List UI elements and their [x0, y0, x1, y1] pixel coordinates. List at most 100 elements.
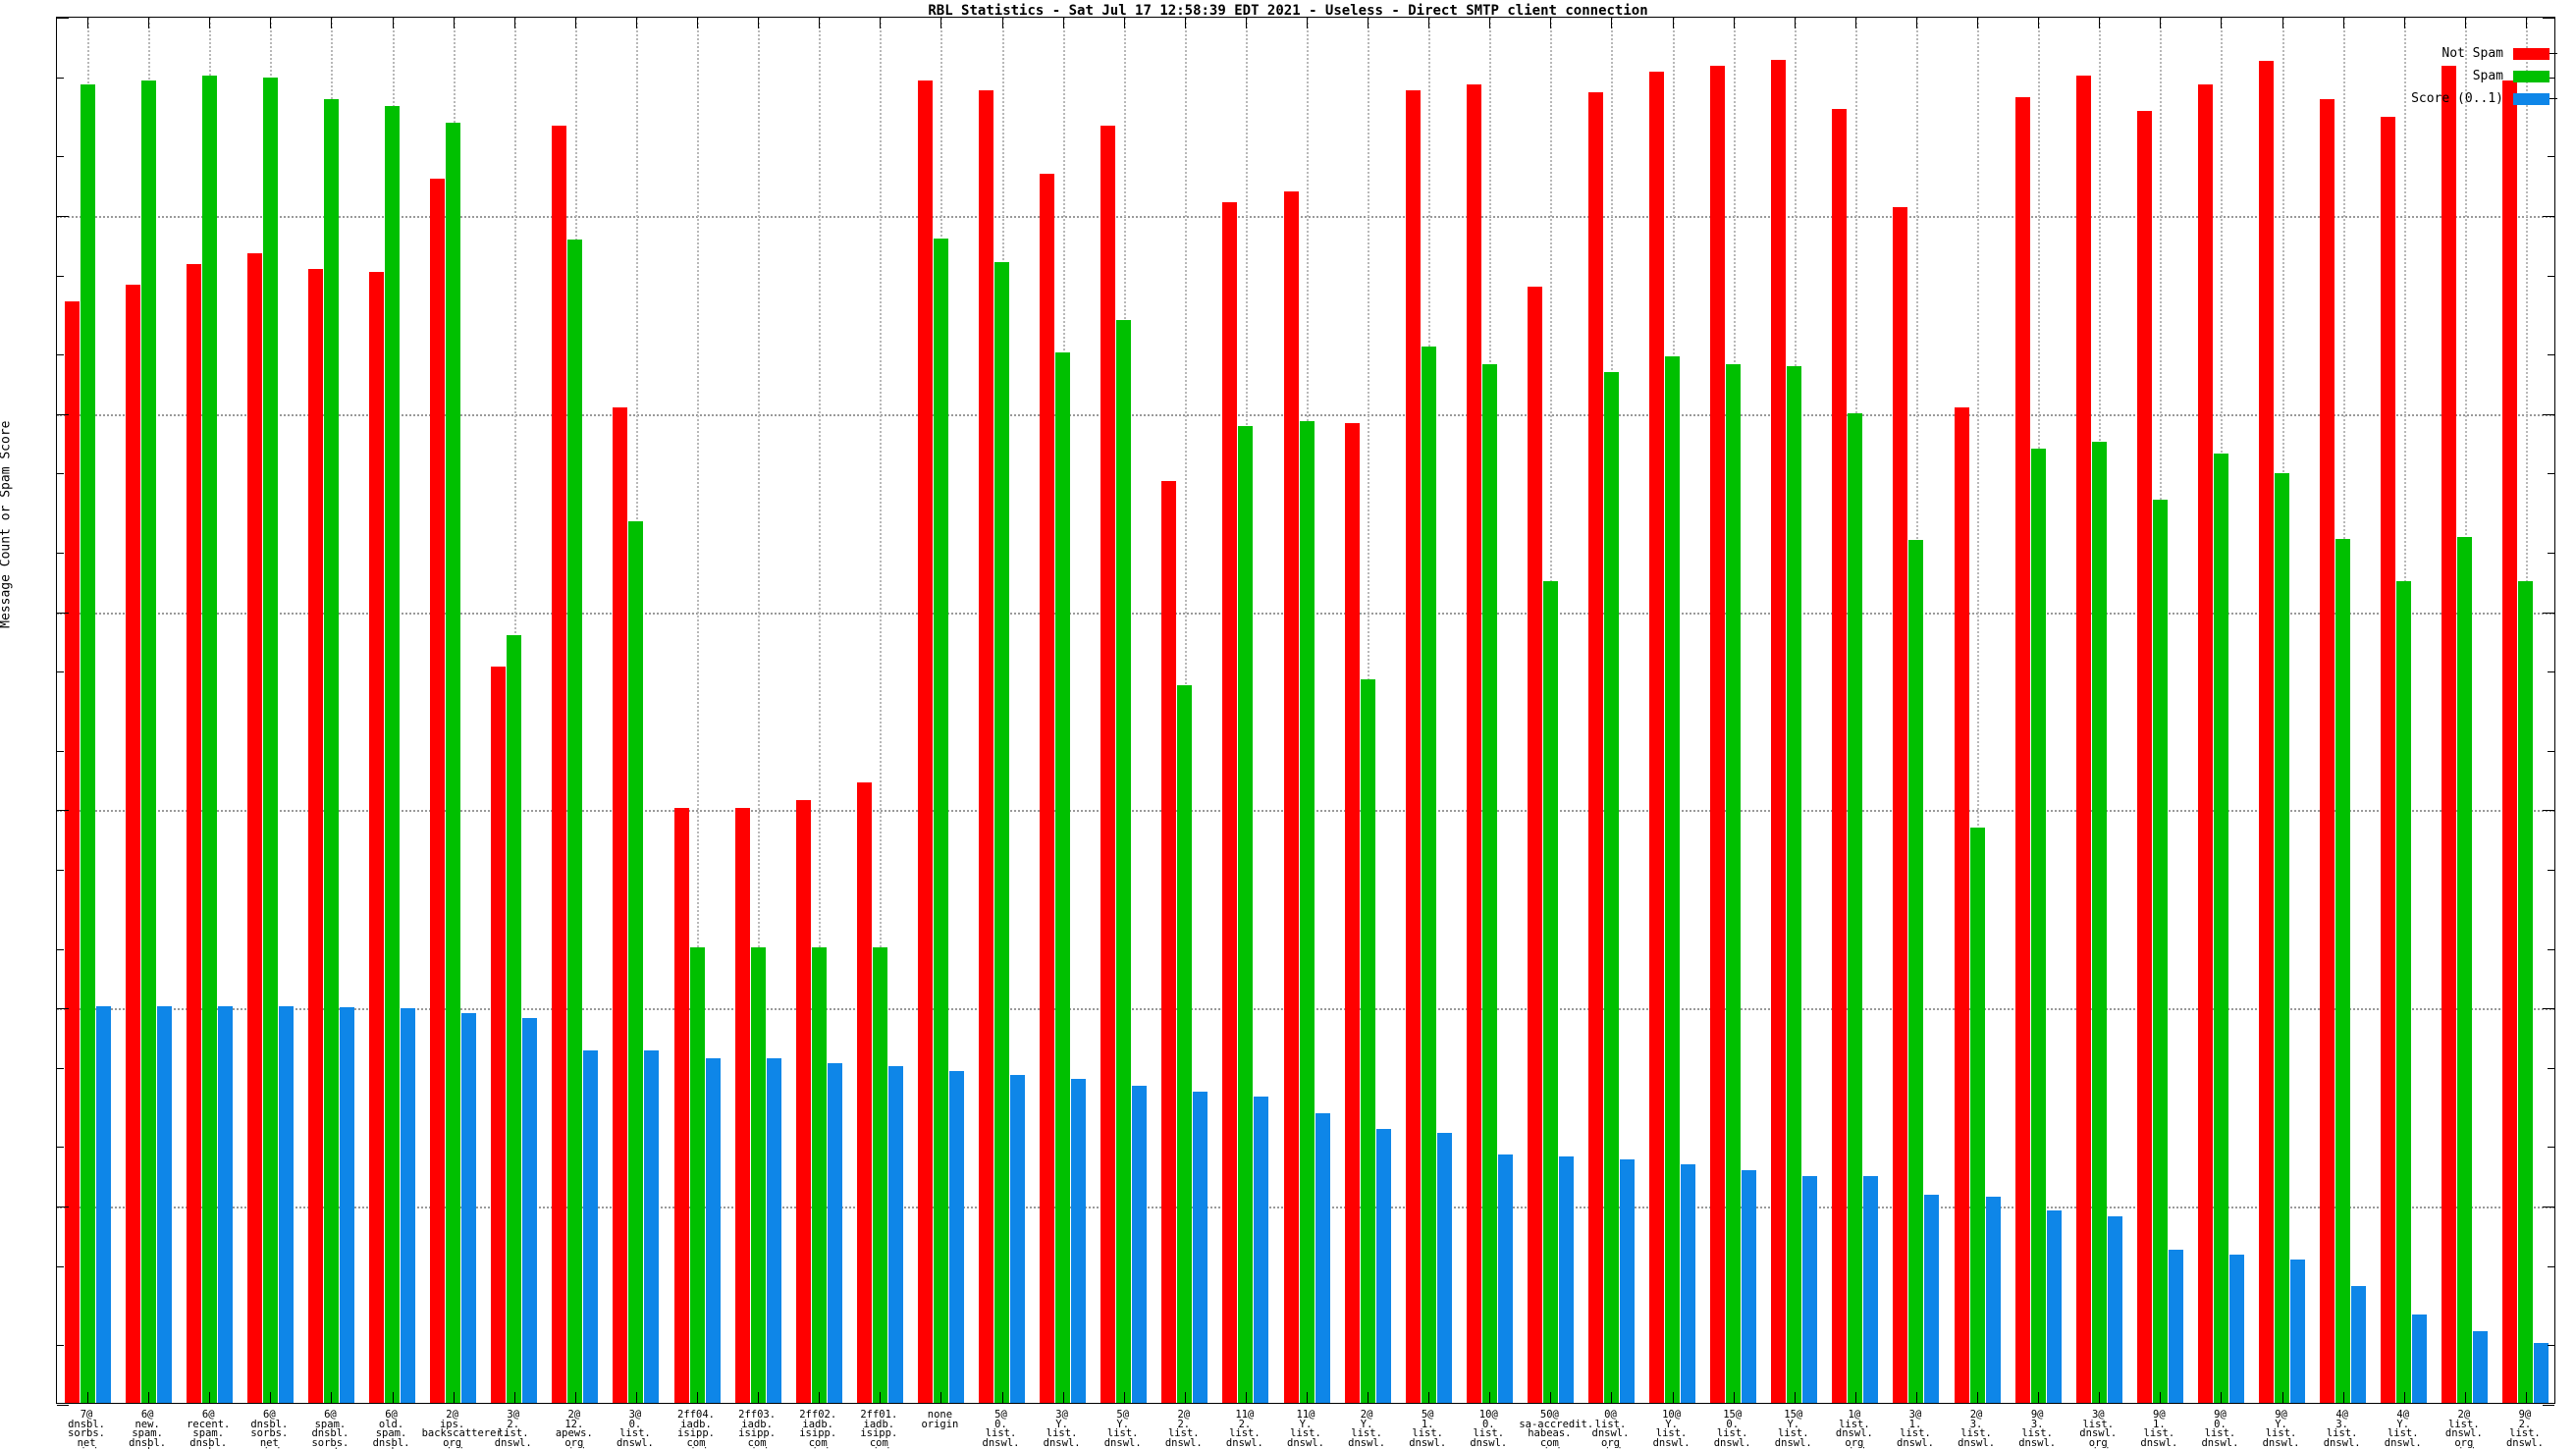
bar-not-spam	[1527, 286, 1542, 1403]
x-bottom-tick	[1428, 1392, 1430, 1403]
bar-spam	[262, 77, 278, 1403]
bar-not-spam	[613, 407, 628, 1403]
bar-score	[1924, 1195, 1940, 1403]
x-top-tick	[270, 18, 272, 28]
x-bottom-tick	[574, 1392, 576, 1403]
bar-score	[278, 1006, 294, 1403]
x-bottom-tick	[1672, 1392, 1674, 1403]
y-minor-tick	[2548, 1265, 2554, 1267]
y-gridline	[57, 215, 2554, 218]
bar-score	[827, 1062, 842, 1403]
bar-not-spam	[369, 271, 385, 1403]
y-minor-tick	[57, 1147, 64, 1149]
bar-spam	[2213, 453, 2228, 1403]
bar-spam	[446, 122, 461, 1403]
bar-not-spam	[2502, 80, 2518, 1403]
x-tick-label: 1@ list. dnswl. org origin	[1835, 1409, 1873, 1449]
x-top-tick	[1794, 18, 1796, 28]
x-bottom-tick	[148, 1392, 150, 1403]
x-top-tick	[1184, 18, 1186, 28]
x-tick-label: 9@ 3. list. dnswl. org origin	[2018, 1409, 2057, 1449]
x-top-tick	[513, 18, 515, 28]
x-top-tick	[940, 18, 942, 28]
y-minor-tick	[57, 473, 64, 475]
bar-not-spam	[673, 808, 689, 1403]
x-top-tick	[2464, 18, 2466, 28]
x-bottom-tick	[1611, 1392, 1613, 1403]
y-minor-tick	[57, 1265, 64, 1267]
bar-spam	[1421, 346, 1436, 1403]
x-tick-label: 2@ ips. backscatterer. org origin	[421, 1409, 510, 1449]
x-top-tick	[1123, 18, 1125, 28]
x-top-tick	[1489, 18, 1491, 28]
x-tick-label: 9@ 2. list. dnswl. org origin	[2505, 1409, 2544, 1449]
x-bottom-tick	[2403, 1392, 2405, 1403]
y-major-tick	[57, 413, 69, 415]
legend-label: Not Spam	[2442, 46, 2503, 61]
bar-spam	[2518, 581, 2534, 1403]
chart-title: RBL Statistics - Sat Jul 17 12:58:39 EDT…	[928, 3, 1648, 19]
bar-score	[1436, 1133, 1452, 1403]
bar-score	[644, 1050, 660, 1403]
bar-not-spam	[917, 80, 933, 1403]
x-tick-label: 3@ list. dnswl. org origin	[2079, 1409, 2118, 1449]
x-tick-label: 5@ 1. list. dnswl. org origin	[1409, 1409, 1447, 1449]
y-major-tick	[57, 612, 69, 614]
x-top-tick	[697, 18, 699, 28]
bar-score	[1010, 1075, 1025, 1403]
y-minor-tick	[57, 750, 64, 752]
x-top-tick	[1428, 18, 1430, 28]
bar-not-spam	[734, 808, 750, 1403]
bar-not-spam	[552, 125, 567, 1403]
bar-score	[217, 1006, 233, 1403]
bar-score	[156, 1006, 172, 1403]
x-bottom-tick	[1245, 1392, 1247, 1403]
y-minor-tick	[2548, 552, 2554, 554]
x-tick-label: 9@ 0. list. dnswl. org origin	[2201, 1409, 2239, 1449]
bar-not-spam	[1283, 190, 1299, 1403]
x-bottom-tick	[1977, 1392, 1979, 1403]
x-bottom-tick	[2221, 1392, 2223, 1403]
x-bottom-tick	[1550, 1392, 1552, 1403]
bar-not-spam	[1222, 201, 1238, 1403]
bar-spam	[1299, 420, 1315, 1403]
y-minor-tick	[2548, 275, 2554, 277]
bar-score	[1985, 1196, 2001, 1403]
bar-not-spam	[2320, 98, 2335, 1403]
legend-swatch	[2513, 92, 2549, 105]
y-minor-tick	[2548, 1068, 2554, 1070]
bar-not-spam	[2136, 111, 2152, 1403]
x-top-tick	[1977, 18, 1979, 28]
x-bottom-tick	[453, 1392, 455, 1403]
bar-not-spam	[1587, 92, 1603, 1403]
x-tick-label: 2@ list. dnswl. org origin	[2444, 1409, 2483, 1449]
bar-spam	[1726, 363, 1742, 1403]
bar-score	[1802, 1175, 1818, 1403]
x-top-tick	[2221, 18, 2223, 28]
x-bottom-tick	[1001, 1392, 1003, 1403]
bar-spam	[1908, 540, 1924, 1403]
legend-connector	[2549, 98, 2557, 99]
bar-spam	[1787, 366, 1802, 1403]
bar-spam	[140, 80, 156, 1403]
x-top-tick	[1672, 18, 1674, 28]
x-top-tick	[2281, 18, 2283, 28]
x-tick-label: 6@ dnsbl. sorbs. net origin	[250, 1409, 289, 1449]
x-gridline	[819, 18, 822, 1403]
y-minor-tick	[2548, 473, 2554, 475]
x-bottom-tick	[87, 1392, 89, 1403]
y-minor-tick	[57, 77, 64, 79]
y-minor-tick	[2548, 948, 2554, 950]
x-bottom-tick	[1489, 1392, 1491, 1403]
y-minor-tick	[2548, 353, 2554, 355]
bar-score	[1742, 1169, 1757, 1403]
bar-score	[1681, 1163, 1696, 1403]
x-gridline	[880, 18, 883, 1403]
x-bottom-tick	[880, 1392, 882, 1403]
x-bottom-tick	[1307, 1392, 1308, 1403]
bar-spam	[567, 240, 583, 1403]
bar-not-spam	[2259, 61, 2275, 1403]
x-bottom-tick	[2281, 1392, 2283, 1403]
bar-spam	[1116, 320, 1132, 1403]
x-tick-label: 6@ old. spam. dnsbl. sorbs. net origin	[372, 1409, 410, 1449]
